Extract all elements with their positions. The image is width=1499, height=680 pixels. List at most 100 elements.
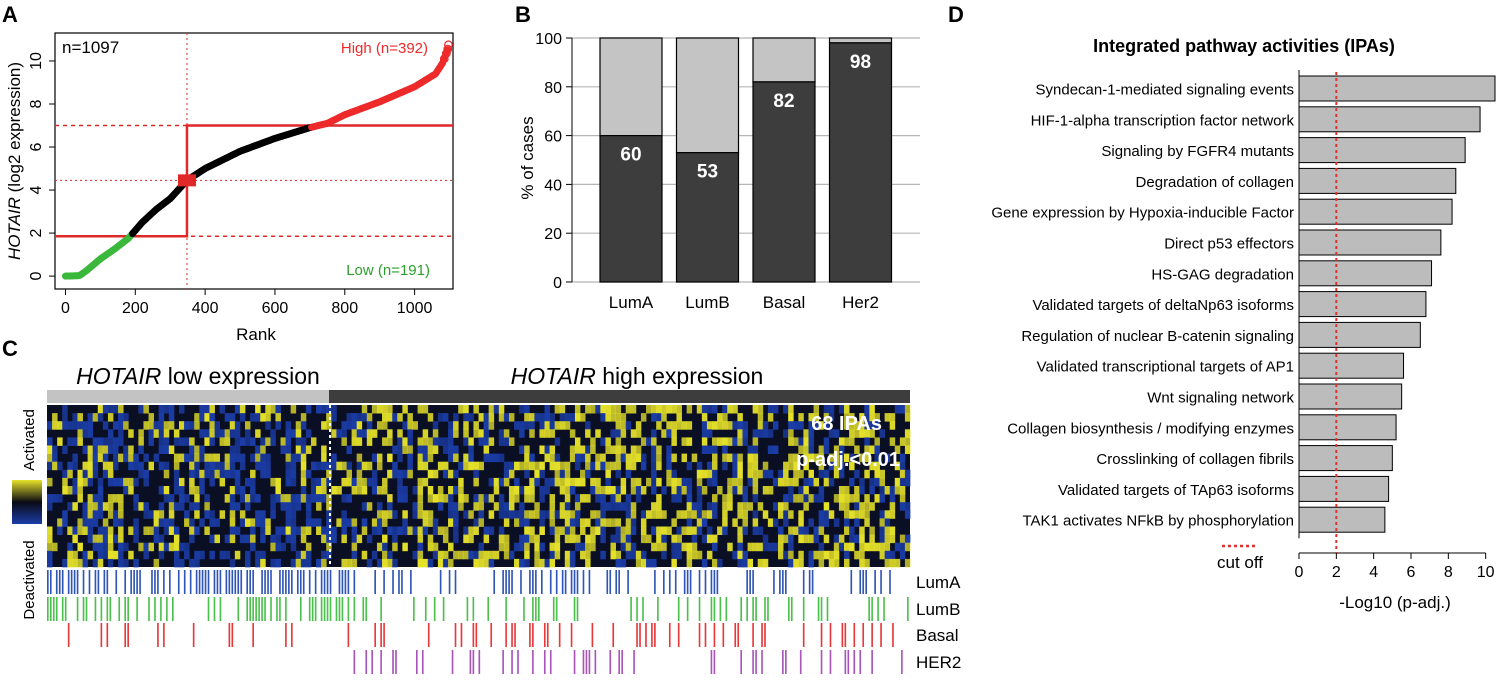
panel-c-heat-cell-deactivated bbox=[463, 526, 469, 535]
panel-c-heat-cell-activated bbox=[844, 510, 850, 519]
panel-d-title: Integrated pathway activities (IPAs) bbox=[1093, 36, 1395, 56]
panel-c-heat-cell-activated bbox=[737, 429, 743, 438]
panel-c-subtype-mark-luma bbox=[285, 570, 287, 594]
panel-c-heat-cell-activated bbox=[554, 477, 561, 487]
panel-c-heat-cell-activated bbox=[361, 477, 368, 487]
panel-a-y-tick-label: 6 bbox=[28, 142, 45, 151]
panel-c-heat-cell-activated bbox=[62, 477, 68, 487]
panel-c-heat-cell-activated bbox=[625, 526, 632, 535]
panel-c-heat-cell-activated bbox=[194, 510, 200, 519]
panel-c-heat-cell-activated bbox=[686, 502, 693, 511]
panel-c-heat-cell-activated bbox=[640, 558, 647, 568]
panel-c-heat-cell-activated bbox=[107, 413, 114, 422]
panel-c-heat-cell-deactivated bbox=[585, 445, 591, 454]
panel-c-heat-cell-deactivated bbox=[600, 461, 606, 471]
panel-c-heat-cell-activated bbox=[341, 477, 347, 487]
panel-c-subtype-mark-lumb bbox=[258, 597, 260, 621]
panel-c-heat-cell-activated bbox=[818, 550, 825, 560]
panel-c-heat-cell-activated bbox=[77, 413, 83, 422]
panel-c-subtype-mark-luma bbox=[169, 570, 171, 594]
panel-c-heat-cell-activated bbox=[453, 453, 459, 463]
panel-c-heat-cell-activated bbox=[696, 469, 703, 479]
panel-c-heat-cell-deactivated bbox=[92, 542, 99, 552]
panel-c-heat-cell-activated bbox=[564, 477, 571, 487]
panel-c-heat-cell-deactivated bbox=[112, 534, 119, 544]
panel-c-heat-cell-activated bbox=[432, 469, 439, 479]
panel-c-heat-cell-activated bbox=[747, 453, 754, 463]
panel-c-heat-cell-activated bbox=[656, 510, 662, 519]
panel-c-heat-cell-activated bbox=[635, 477, 642, 487]
panel-c-heat-cell-deactivated bbox=[874, 453, 880, 463]
panel-c-heat-cell-deactivated bbox=[772, 518, 779, 527]
panel-c-heat-cell-deactivated bbox=[473, 518, 479, 527]
panel-c-heat-cell-activated bbox=[554, 421, 561, 430]
panel-c-heat-cell-activated bbox=[849, 429, 855, 438]
panel-c-heat-cell-activated bbox=[620, 477, 627, 487]
panel-c-heat-cell-deactivated bbox=[534, 477, 540, 487]
panel-c-heat-cell-activated bbox=[300, 413, 307, 422]
panel-c-heat-cell-deactivated bbox=[270, 558, 276, 568]
panel-a-x-tick-label: 800 bbox=[331, 300, 358, 317]
panel-c-subtype-mark-lumb bbox=[710, 597, 713, 621]
panel-c-heat-cell-activated bbox=[524, 526, 530, 535]
panel-c-heat-cell-activated bbox=[696, 550, 703, 560]
panel-c-heat-cell-deactivated bbox=[772, 502, 779, 511]
panel-c-heat-cell-deactivated bbox=[742, 494, 748, 503]
panel-c-heat-cell-deactivated bbox=[625, 494, 632, 503]
panel-c-subtype-mark-luma bbox=[439, 570, 442, 594]
panel-c-heat-cell-activated bbox=[651, 510, 657, 519]
panel-c-subtype-mark-her2 bbox=[588, 650, 591, 674]
panel-c-heat-cell-deactivated bbox=[376, 558, 383, 568]
panel-c-heat-cell-deactivated bbox=[244, 550, 251, 560]
panel-c-heat-cell-activated bbox=[635, 550, 642, 560]
panel-c-heat-cell-activated bbox=[47, 477, 53, 487]
panel-c-heat-cell-activated bbox=[671, 477, 677, 487]
panel-c-heat-cell-deactivated bbox=[493, 405, 500, 414]
panel-c-subtype-mark-her2 bbox=[549, 650, 552, 674]
panel-c-heat-cell-activated bbox=[488, 437, 495, 446]
panel-c-heat-cell-activated bbox=[864, 429, 870, 438]
panel-c-heat-cell-deactivated bbox=[432, 421, 439, 430]
panel-c-heat-cell-activated bbox=[701, 486, 708, 495]
panel-c-heat-cell-activated bbox=[854, 429, 860, 438]
panel-c-heat-cell-activated bbox=[524, 453, 530, 463]
panel-c-heat-cell-deactivated bbox=[483, 494, 490, 503]
panel-c-heat-cell-activated bbox=[747, 461, 754, 471]
panel-c-subtype-mark-luma bbox=[177, 570, 180, 594]
panel-c-heat-cell-deactivated bbox=[701, 445, 708, 454]
panel-c-heat-cell-deactivated bbox=[285, 461, 292, 471]
panel-c-heat-cell-activated bbox=[580, 518, 586, 527]
panel-c-heat-cell-deactivated bbox=[290, 510, 297, 519]
panel-c-heat-cell-deactivated bbox=[813, 526, 820, 535]
panel-c-heat-cell-deactivated bbox=[316, 461, 322, 471]
panel-c-heat-cell-activated bbox=[432, 542, 439, 552]
panel-c-subtype-mark-basal bbox=[764, 623, 766, 647]
panel-c-heat-cell-activated bbox=[87, 494, 94, 503]
panel-c-subtype-mark-luma bbox=[97, 570, 100, 594]
panel-c-heat-cell-activated bbox=[437, 494, 444, 503]
panel-c-subtype-mark-luma bbox=[398, 570, 400, 594]
panel-c-heat-cell-deactivated bbox=[442, 445, 449, 454]
panel-c-heat-cell-deactivated bbox=[712, 542, 718, 552]
panel-c-heat-cell-activated bbox=[442, 494, 449, 503]
panel-c-subtype-mark-luma bbox=[535, 570, 537, 594]
panel-c-heat-cell-activated bbox=[859, 453, 865, 463]
panel-c-heat-cell-activated bbox=[585, 558, 591, 568]
panel-c-heat-cell-activated bbox=[656, 445, 662, 454]
panel-c-heat-cell-activated bbox=[778, 477, 784, 487]
panel-c-heat-cell-activated bbox=[204, 413, 210, 422]
panel-c-subtype-mark-lumb bbox=[136, 597, 138, 621]
panel-c-heat-cell-activated bbox=[219, 437, 226, 446]
panel-c-heat-cell-deactivated bbox=[158, 486, 165, 495]
panel-c-heat-cell-activated bbox=[864, 542, 870, 552]
panel-c-heat-cell-deactivated bbox=[133, 502, 139, 511]
panel-c-heat-cell-activated bbox=[615, 518, 622, 527]
panel-c-subtype-mark-lumb bbox=[255, 597, 257, 621]
panel-c-subtype-mark-luma bbox=[296, 570, 299, 594]
panel-c-heat-cell-activated bbox=[503, 518, 510, 527]
panel-c-subtype-mark-luma bbox=[615, 570, 618, 594]
panel-c-heat-cell-deactivated bbox=[184, 437, 190, 446]
panel-c-heat-cell-activated bbox=[666, 526, 672, 535]
panel-c-low-gene: HOTAIR bbox=[76, 363, 161, 389]
panel-c-heat-cell-activated bbox=[635, 558, 642, 568]
